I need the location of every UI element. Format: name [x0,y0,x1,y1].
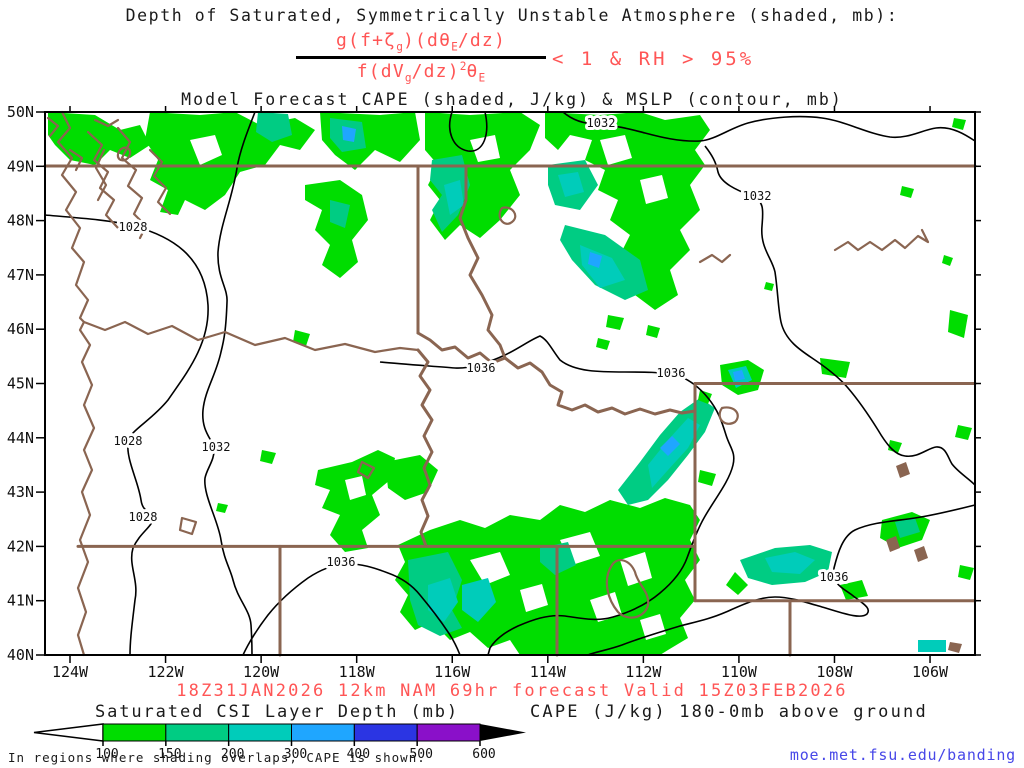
contour-label: 1036 [820,570,849,584]
contour-label: 1028 [119,220,148,234]
contour-label: 1036 [657,366,686,380]
subtitle: Model Forecast CAPE (shaded, J/kg) & MSL… [181,90,843,109]
lon-label: 118W [339,663,376,681]
formula-part: θ [466,60,479,82]
lon-label: 124W [52,663,89,681]
page-title: Depth of Saturated, Symmetrically Unstab… [125,6,899,25]
colorbar-segment [416,723,481,742]
contour-top-oval [448,111,488,152]
colorbar-segment [165,723,230,742]
contour-labels: 1028 1028 1032 1028 1032 1032 1036 1036 1036 1036 [111,113,852,587]
site-link[interactable]: moe.met.fsu.edu/banding [789,746,1016,764]
contour-label: 1036 [467,361,496,375]
lat-label: 40N [7,646,34,664]
colorbar-right-arrow [480,724,526,741]
contour-label: 1028 [129,510,158,524]
lon-label: 114W [530,663,567,681]
lat-label: 41N [7,592,34,610]
oregon-lake [178,516,198,536]
formula-part: 2 [459,59,467,73]
formula-part: f(dV [356,60,405,82]
lon-label: 106W [912,663,949,681]
pacific-coastline [56,110,96,657]
lat-label: 45N [7,375,34,393]
contour-1036-central [379,335,735,656]
lat-label: 44N [7,429,34,447]
lon-label: 108W [816,663,853,681]
fraction-bar [296,55,546,59]
mslp-contour-layer [44,111,976,656]
contour-label: 1032 [202,440,231,454]
colorbar-value: 400 [347,747,370,762]
formula-numerator: g(f+ζg)(dθE/dz) [296,30,546,54]
montana-river [833,228,930,252]
colorbar-segment [291,723,355,742]
formula-part: /dz) [457,30,506,51]
contour-label: 1032 [587,116,616,130]
lat-label: 43N [7,483,34,501]
formula-part: /dz) [411,60,460,82]
colorbar-value: 200 [221,747,244,762]
lat-label: 50N [7,103,34,121]
colorbar-segment [102,723,167,742]
contour-label: 1032 [743,189,772,203]
lat-label: 46N [7,320,34,338]
formula-part: g [396,40,403,54]
flathead-lake [498,206,517,225]
colorbar-value: 300 [284,747,307,762]
formula-part: E [451,40,458,54]
lat-label: 42N [7,537,34,555]
columbia-river [82,320,420,354]
overlap-note: In regions where shading overlaps, CAPE … [8,750,426,765]
or-id-snake-border [416,348,434,548]
state-borders-layer [43,164,977,657]
colorbar-value: 600 [472,747,495,762]
formula-part: ζ [384,30,397,51]
lon-label: 110W [721,663,758,681]
formula-part: g(f+ [336,30,385,51]
contour-label: 1036 [327,555,356,569]
lat-label: 49N [7,157,34,175]
contour-1032-west [202,111,256,656]
contour-1036-southwest [242,563,461,656]
formula-part: θ [439,30,452,51]
forecast-valid-line: 18Z31JAN2026 12km NAM 69hr forecast Vali… [176,681,848,701]
contour-1032-top [562,111,976,142]
colorbar-segment [228,723,293,742]
id-mt-border-north [458,164,507,360]
axis-labels: 50N 49N 48N 47N 46N 45N 44N 43N 42N 41N 40N 124W 122… [7,103,981,681]
formula-denominator: f(dVg/dz)2θE [296,60,546,85]
csi-formula: g(f+ζg)(dθE/dz) f(dVg/dz)2θE [296,30,546,84]
lat-label: 47N [7,266,34,284]
formula-condition: < 1 & RH > 95% [552,48,755,70]
colorbar-title-left: Saturated CSI Layer Depth (mb) [95,702,460,722]
colorbar-value: 500 [409,747,432,762]
colorbar: 100 150 200 300 400 500 600 [33,723,526,762]
colorbar-title-right: CAPE (J/kg) 180-0mb above ground [530,702,928,722]
contour-label: 1028 [114,434,143,448]
coastline-rivers-layer [46,110,962,657]
lat-label: 48N [7,212,34,230]
lon-label: 116W [434,663,471,681]
colorbar-value: 100 [95,747,118,762]
lon-label: 122W [147,663,184,681]
colorbar-value: 150 [158,747,181,762]
contour-1032-northeast [704,145,976,486]
lon-label: 112W [625,663,662,681]
colorbar-segment [353,723,418,742]
lon-label: 120W [243,663,280,681]
yellowstone-lake [718,406,739,425]
id-mt-border [416,331,697,416]
contour-1028-west [44,214,209,656]
great-salt-lake [605,559,650,619]
formula-part: )(d [402,30,440,51]
formula-part: g [404,71,412,85]
formula-part: E [478,71,486,85]
colorbar-left-arrow [33,723,104,742]
contour-1036-southeast [587,504,976,656]
